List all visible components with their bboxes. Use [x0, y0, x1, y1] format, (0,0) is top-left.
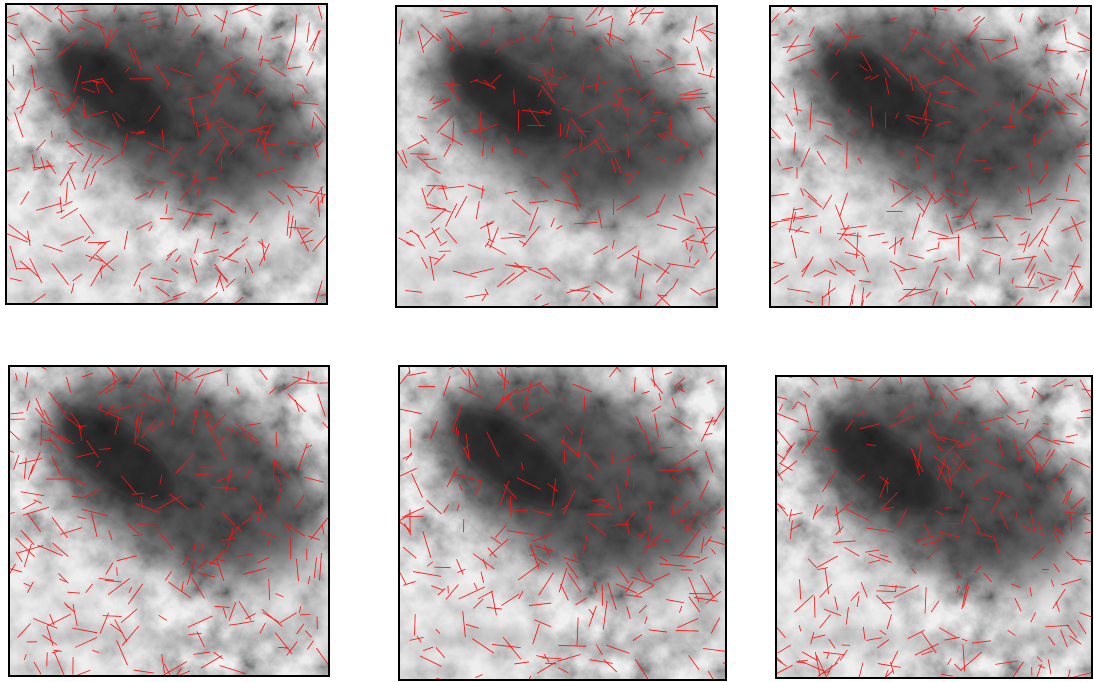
page: (() => { const svg = document.getElement… — [0, 0, 1094, 682]
light-region — [237, 171, 378, 290]
image-panel — [0, 329, 380, 682]
light-region — [698, 174, 920, 333]
light-region — [239, 539, 380, 662]
image-panel — [698, 0, 1094, 333]
light-region — [324, 174, 546, 333]
detected-line — [847, 141, 848, 168]
image-grid — [0, 0, 1094, 682]
image-panel — [705, 340, 1094, 682]
image-panel — [324, 0, 768, 333]
detected-line — [41, 425, 42, 446]
detected-line — [690, 256, 691, 262]
light-region — [627, 174, 768, 293]
detected-line — [434, 567, 451, 568]
detected-line — [47, 652, 48, 666]
image-panel — [0, 0, 378, 330]
detected-line — [602, 585, 603, 606]
image-panel — [326, 328, 778, 682]
